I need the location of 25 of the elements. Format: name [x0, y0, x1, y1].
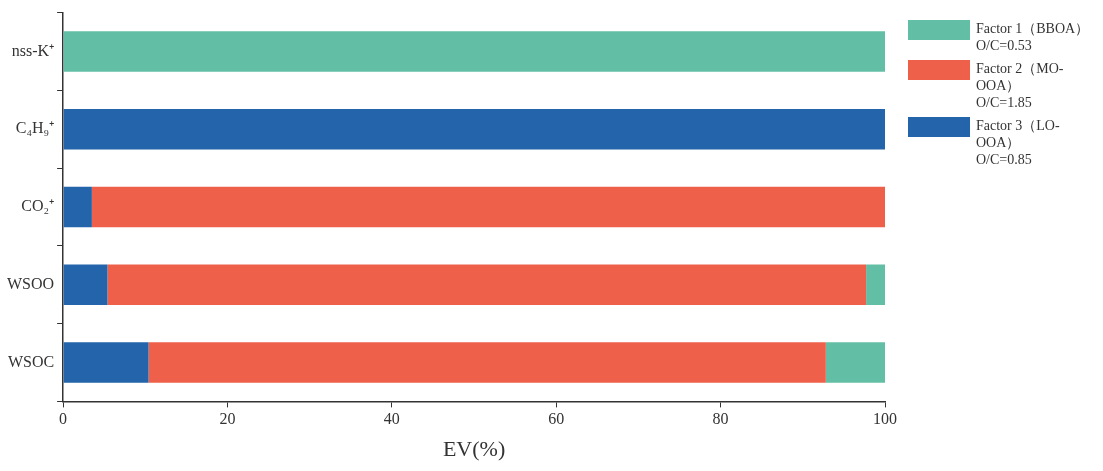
legend-label: Factor 3（LO-OOA） O/C=0.85 [976, 117, 1061, 168]
bar [63, 264, 108, 305]
x-tick-label: 80 [712, 410, 729, 428]
x-tick-label: 60 [548, 410, 565, 428]
x-tick-label: 20 [219, 410, 236, 428]
y-tick-label: C₄H₉⁺ [15, 119, 55, 137]
bar [148, 342, 826, 383]
bar [63, 342, 149, 383]
x-tick-label: 40 [383, 410, 400, 428]
bar [107, 264, 867, 305]
y-tick-label: WSOO [7, 274, 55, 292]
bar [91, 186, 885, 228]
bar [63, 109, 885, 150]
x-axis-title: EV(%) [442, 435, 506, 461]
legend-label: Factor 1（BBOA） O/C=0.53 [976, 20, 1090, 54]
x-tick-label: 100 [873, 410, 897, 428]
bar [63, 186, 92, 228]
legend-label: Factor 2（MO-OOA） O/C=1.85 [976, 60, 1065, 111]
x-tick-label: 0 [59, 410, 68, 428]
y-tick-label: WSOC [7, 352, 55, 370]
bar [866, 264, 885, 305]
y-tick-label: nss-K⁺ [11, 41, 55, 59]
y-tick-label: CO₂⁺ [21, 197, 55, 215]
bar [63, 31, 885, 72]
bar [825, 342, 885, 383]
